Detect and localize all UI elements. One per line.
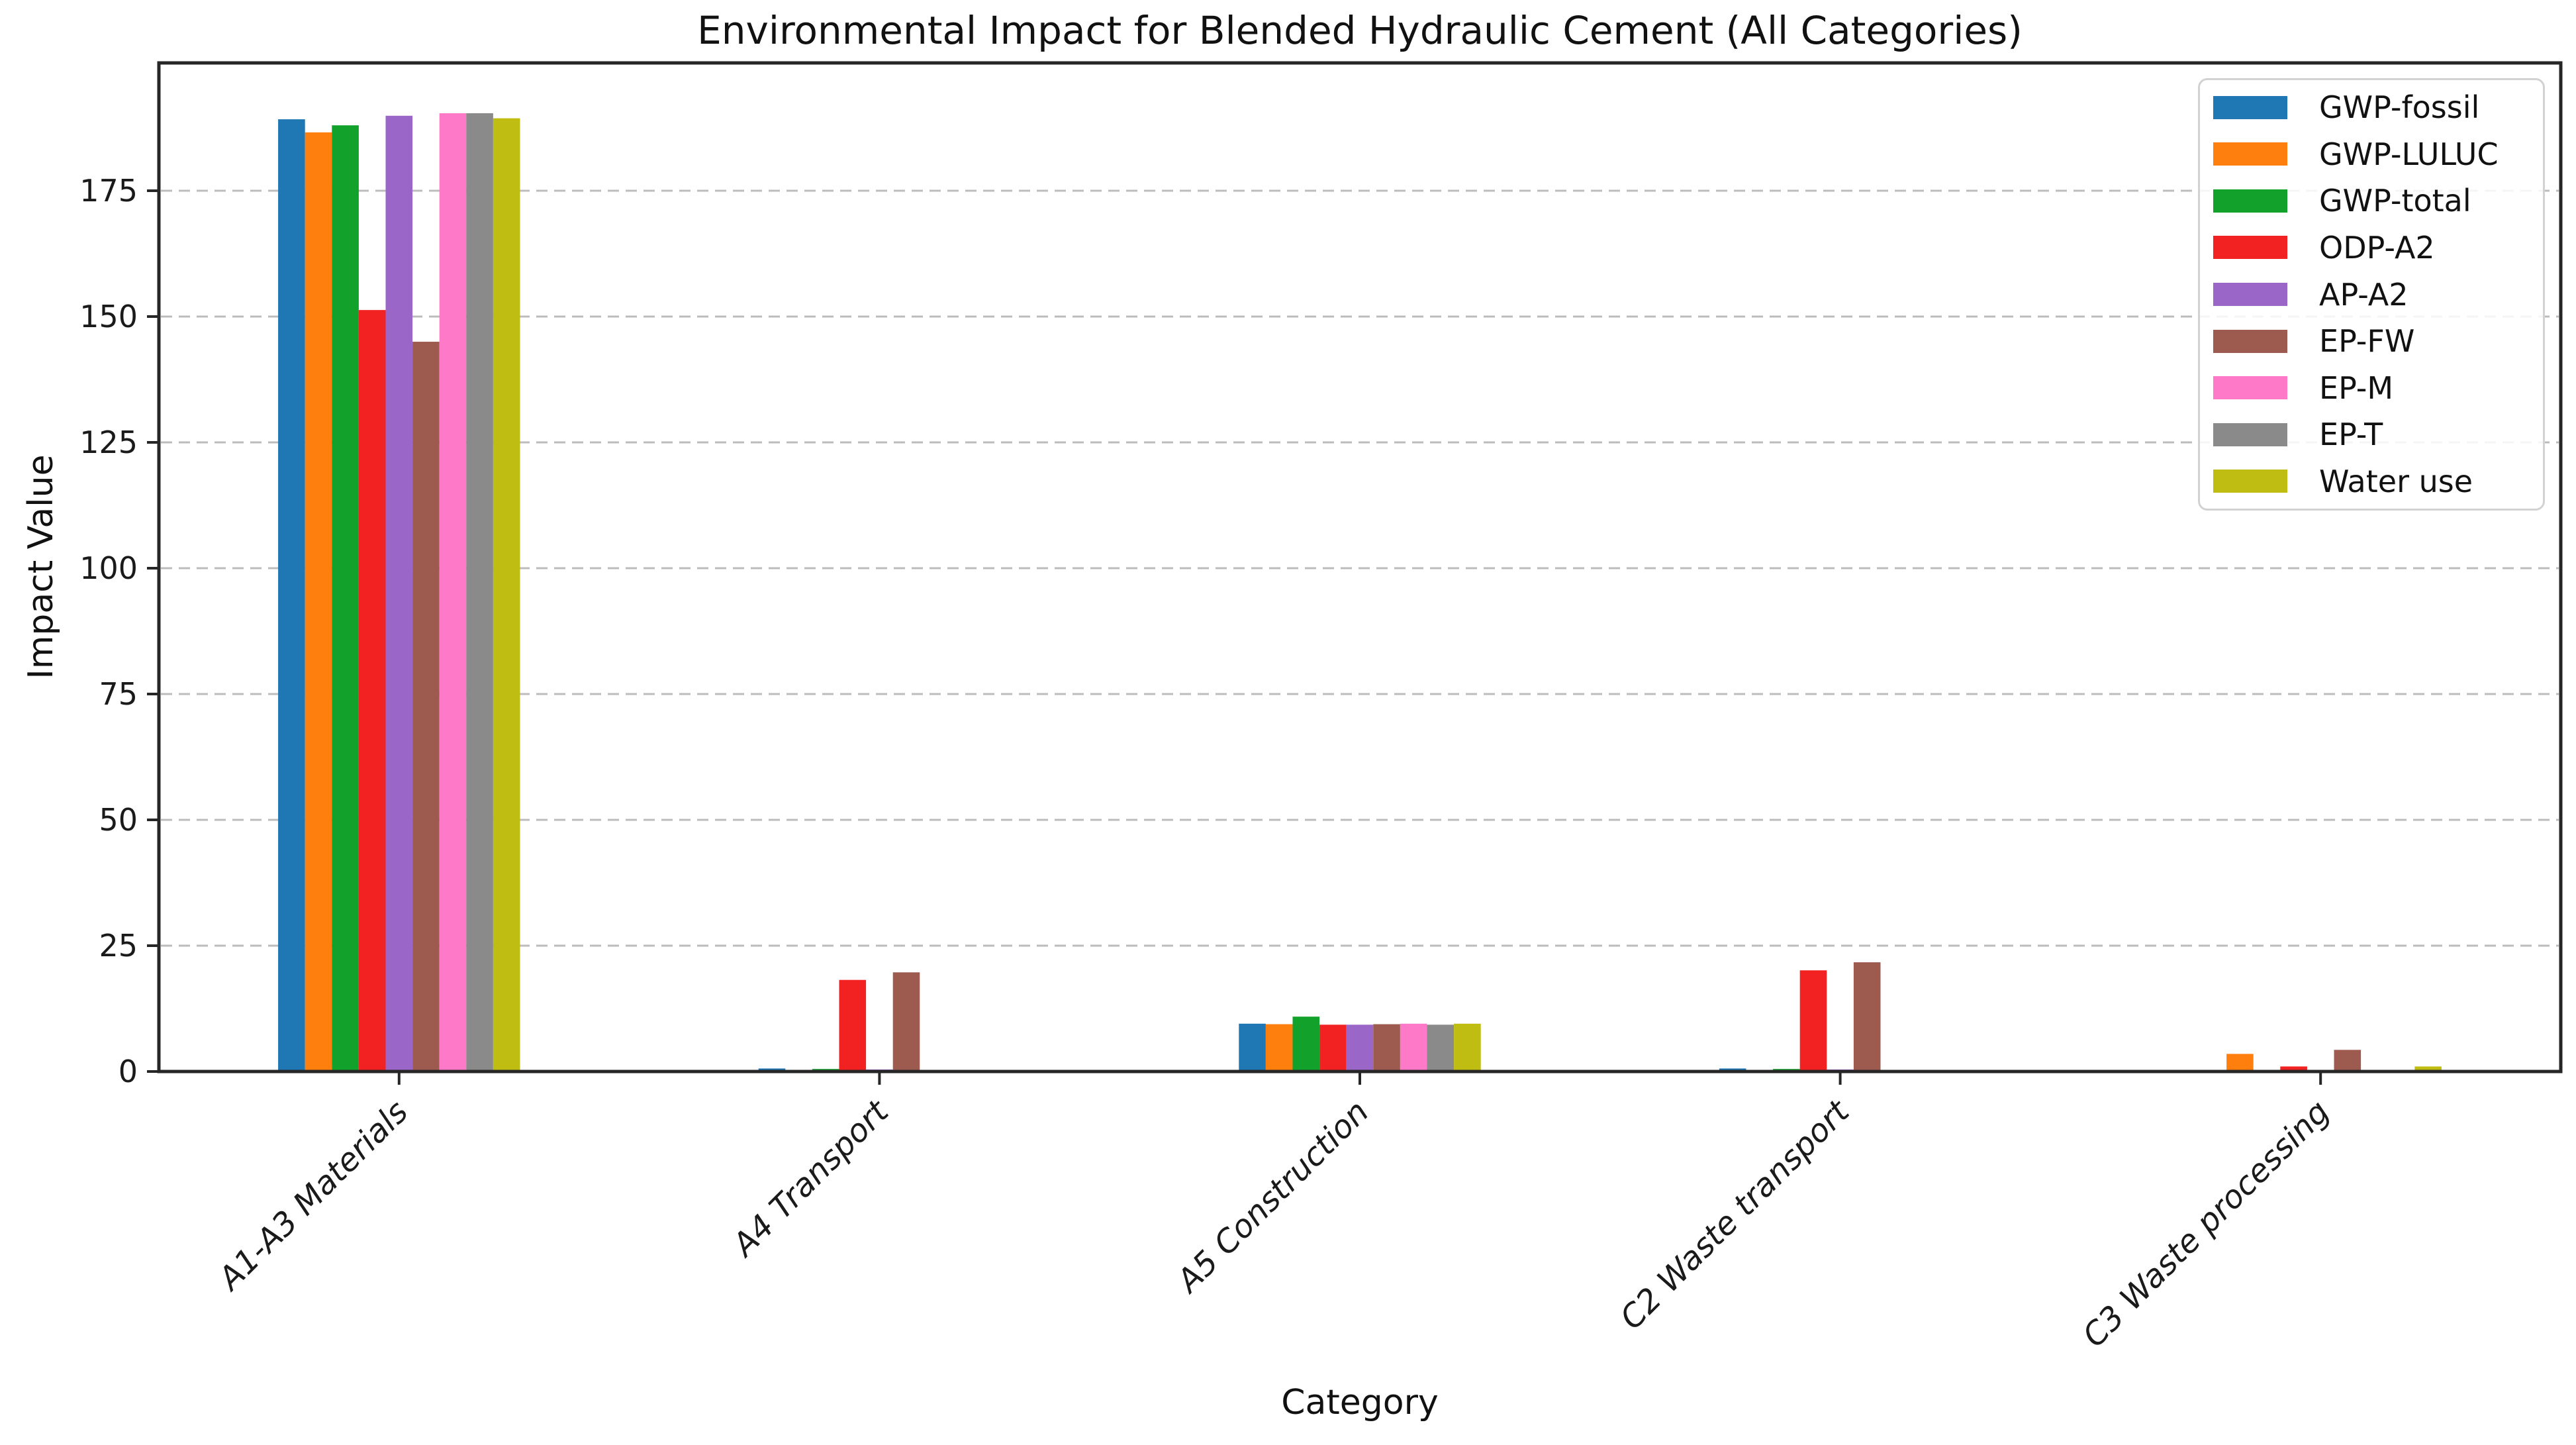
bar-ep-fw <box>412 342 440 1071</box>
bar-ep-fw <box>1853 962 1881 1071</box>
bar-gwp-fossil <box>1239 1023 1266 1071</box>
bar-ep-fw <box>892 972 920 1071</box>
legend: GWP-fossil GWP-LULUC GWP-total ODP-A2 AP-A2 E… <box>2198 78 2545 511</box>
legend-swatch-gwp-fossil <box>2213 95 2287 119</box>
y-tick-label: 25 <box>99 928 138 964</box>
x-axis-label: Category <box>1281 1383 1439 1422</box>
legend-swatch-ep-fw <box>2213 329 2287 353</box>
y-tick-label: 125 <box>79 424 138 460</box>
legend-item: GWP-total <box>2213 177 2543 224</box>
legend-swatch-odp-a2 <box>2213 236 2287 260</box>
y-tick-label: 100 <box>79 550 138 586</box>
bar-odp-a2 <box>2280 1066 2307 1071</box>
bar-gwp-luluc <box>305 132 332 1072</box>
chart-title: Environmental Impact for Blended Hydraul… <box>697 8 2023 53</box>
bar-ep-t <box>1427 1024 1455 1071</box>
legend-swatch-water-use <box>2213 470 2287 493</box>
legend-item: AP-A2 <box>2213 271 2543 318</box>
bar-ep-m <box>439 113 467 1071</box>
legend-item: GWP-LULUC <box>2213 131 2543 178</box>
y-tick-label: 50 <box>99 802 138 838</box>
legend-swatch-ep-t <box>2213 423 2287 446</box>
bar-ep-fw <box>2334 1050 2361 1071</box>
legend-swatch-gwp-total <box>2213 189 2287 213</box>
legend-label: ODP-A2 <box>2319 229 2435 266</box>
legend-swatch-ep-m <box>2213 376 2287 400</box>
bar-odp-a2 <box>1319 1024 1347 1071</box>
bar-odp-a2 <box>358 310 386 1072</box>
bar-ep-t <box>466 113 493 1071</box>
legend-label: GWP-total <box>2319 183 2471 219</box>
bar-gwp-total <box>1292 1017 1320 1071</box>
legend-label: EP-FW <box>2319 323 2415 360</box>
bar-water-use <box>1454 1023 1481 1071</box>
bar-gwp-total <box>332 125 359 1071</box>
bar-ap-a2 <box>1346 1024 1374 1071</box>
x-tick-label: C2 Waste transport <box>1613 1092 1857 1336</box>
legend-item: ODP-A2 <box>2213 224 2543 272</box>
legend-label: Water use <box>2319 463 2473 499</box>
legend-item: EP-M <box>2213 364 2543 411</box>
y-tick-label: 0 <box>119 1054 138 1089</box>
bar-ap-a2 <box>385 115 413 1072</box>
legend-item: EP-FW <box>2213 318 2543 365</box>
y-tick-label: 75 <box>99 676 138 712</box>
legend-item: EP-T <box>2213 411 2543 458</box>
bar-gwp-fossil <box>278 119 305 1071</box>
y-tick-label: 150 <box>79 299 138 334</box>
legend-label: EP-T <box>2319 417 2383 453</box>
legend-label: EP-M <box>2319 370 2394 406</box>
x-tick-label: A5 Construction <box>1169 1093 1376 1301</box>
y-tick-label: 175 <box>79 173 138 209</box>
legend-label: GWP-fossil <box>2319 89 2480 126</box>
bar-ep-fw <box>1373 1024 1400 1071</box>
bar-water-use <box>493 118 520 1072</box>
x-tick-label: C3 Waste processing <box>2075 1093 2337 1355</box>
x-tick-label: A4 Transport <box>724 1092 896 1264</box>
bar-odp-a2 <box>839 979 867 1071</box>
bar-gwp-luluc <box>2226 1054 2254 1071</box>
y-axis-label: Impact Value <box>21 454 61 679</box>
legend-label: GWP-LULUC <box>2319 136 2499 172</box>
bar-gwp-luluc <box>1265 1024 1293 1071</box>
legend-label: AP-A2 <box>2319 276 2409 313</box>
bar-odp-a2 <box>1799 970 1827 1071</box>
x-tick-label: A1-A3 Materials <box>210 1093 415 1299</box>
legend-swatch-gwp-luluc <box>2213 142 2287 166</box>
bar-ep-m <box>1400 1023 1427 1071</box>
legend-swatch-ap-a2 <box>2213 283 2287 307</box>
legend-item: GWP-fossil <box>2213 84 2543 131</box>
legend-item: Water use <box>2213 458 2543 505</box>
bar-water-use <box>2414 1066 2442 1071</box>
